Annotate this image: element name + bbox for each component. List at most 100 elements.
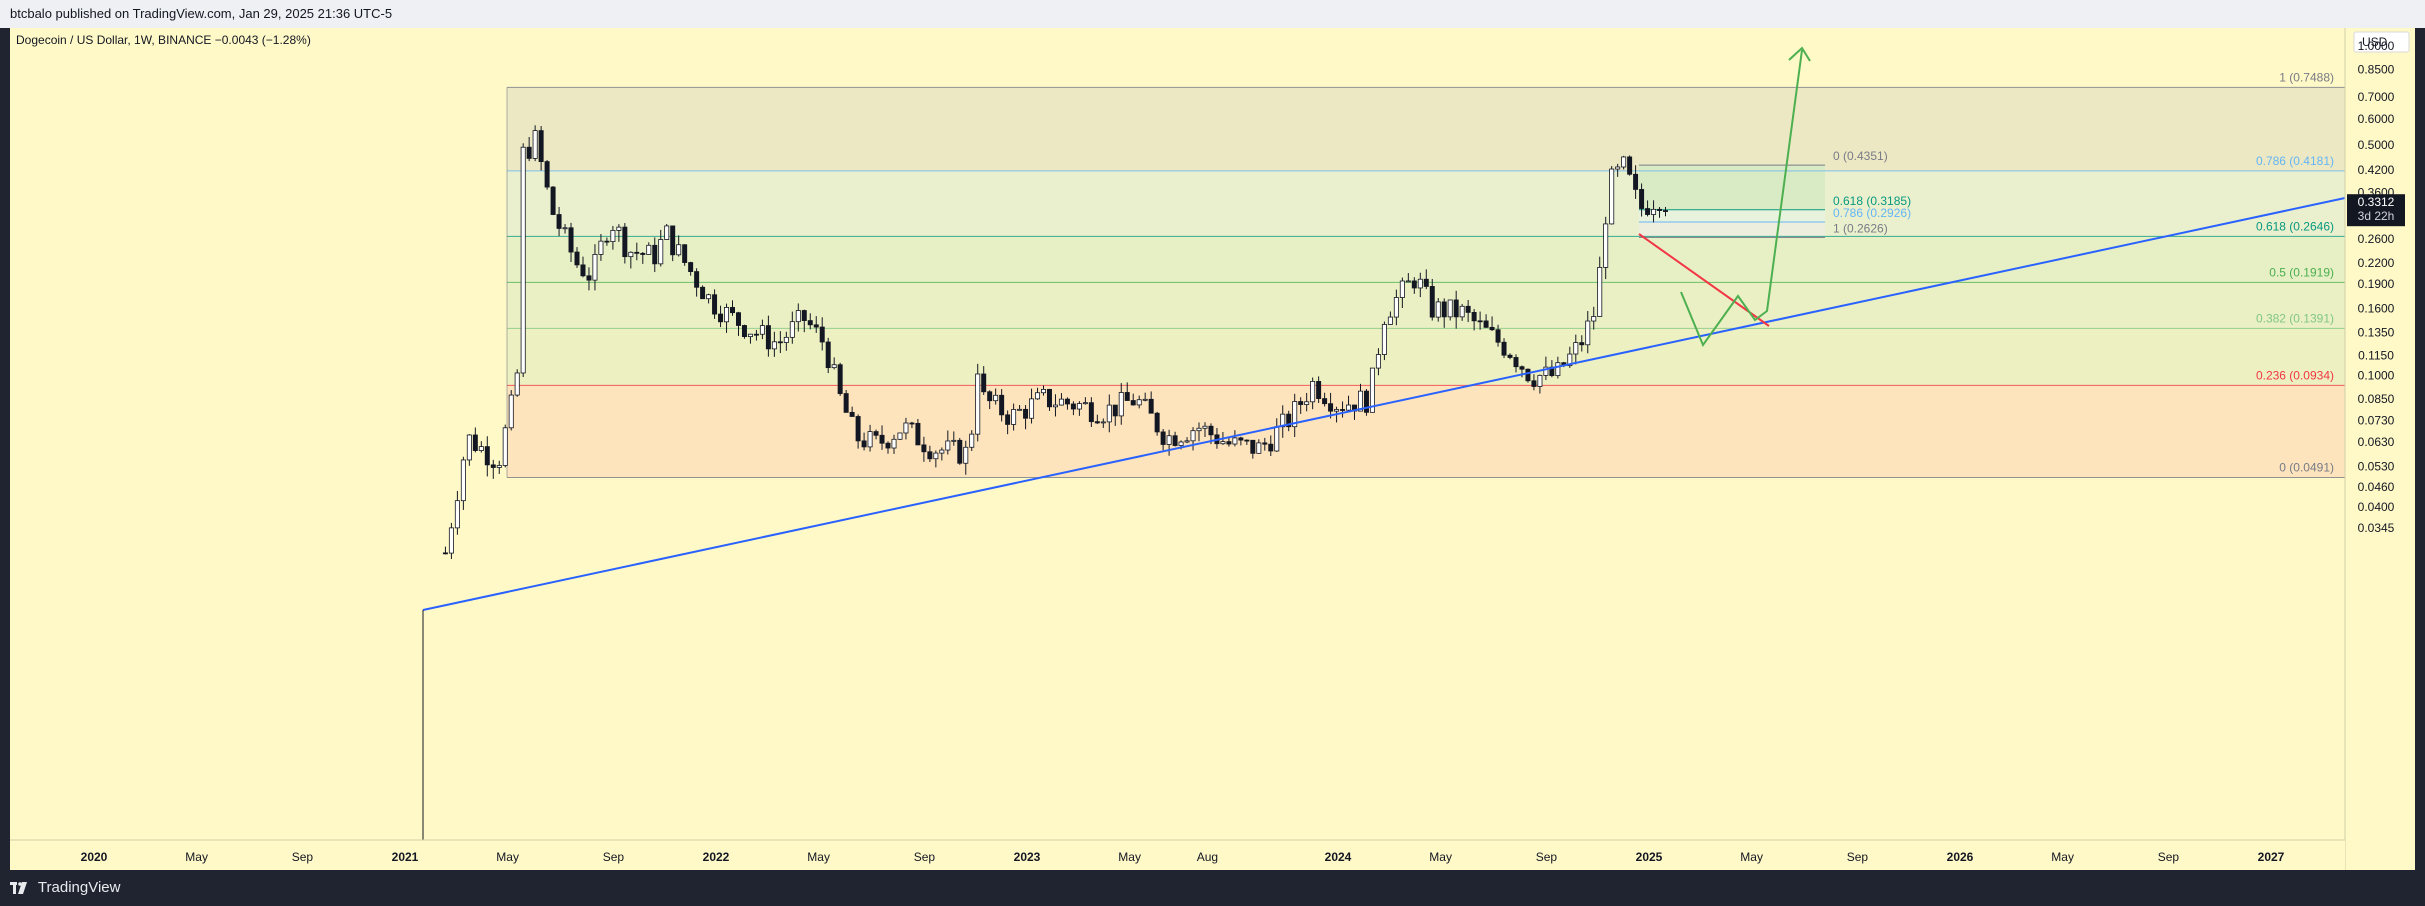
y-tick-label: 0.0850 xyxy=(2358,392,2395,406)
candle-body xyxy=(700,286,706,300)
candle-body xyxy=(520,146,526,374)
candle-body xyxy=(1645,208,1651,215)
candle-body xyxy=(861,440,867,448)
candle-body xyxy=(622,226,628,258)
x-tick-label: May xyxy=(1740,850,1763,864)
candle-body xyxy=(1555,362,1561,377)
candle-body xyxy=(628,251,634,258)
y-tick-label: 0.2600 xyxy=(2358,232,2395,246)
candle-body xyxy=(747,333,753,338)
last-price-tag: 0.3312 3d 22h xyxy=(2347,194,2405,227)
candle-body xyxy=(879,434,885,444)
y-tick-label: 0.1600 xyxy=(2358,301,2395,315)
last-price-value: 0.3312 xyxy=(2358,195,2395,209)
candle-body xyxy=(1304,401,1310,405)
fib-small-label: 1 (0.2626) xyxy=(1833,221,1888,235)
candle-body xyxy=(676,244,682,256)
candle-body xyxy=(1615,166,1621,170)
candle-body xyxy=(448,527,454,554)
candle-body xyxy=(718,313,724,323)
price-axis[interactable]: USD 1.0000 0.8500 0.7000 0.6000 0.5000 0.4200… xyxy=(2344,28,2415,870)
fib-zone xyxy=(507,328,2345,386)
x-tick-label: 2024 xyxy=(1325,850,1352,864)
candle-body xyxy=(1142,398,1148,401)
fib-level-label: 0.786 (0.4181) xyxy=(2256,154,2334,168)
time-axis[interactable]: 2020 May Sep 2021 May Sep 2022 May Sep 2023 May Aug… xyxy=(10,839,2345,870)
candle-body xyxy=(1393,297,1399,318)
candle-body xyxy=(1244,439,1250,442)
candle-body xyxy=(670,225,676,256)
candle-body xyxy=(1011,409,1017,425)
candle-body xyxy=(1459,305,1465,318)
candle-body xyxy=(807,320,813,326)
drawings xyxy=(422,46,2346,870)
candle-body xyxy=(843,393,849,413)
candle-body xyxy=(783,336,789,343)
candle-body xyxy=(712,294,718,315)
price-chart[interactable]: 1 (0.7488) 0.786 (0.4181) 0.618 (0.2646) 0.… xyxy=(10,28,2415,870)
candle-body xyxy=(610,230,616,243)
y-tick-label: 0.0530 xyxy=(2358,460,2395,474)
candle-body xyxy=(1651,208,1657,215)
chart-frame[interactable]: 1 (0.7488) 0.786 (0.4181) 0.618 (0.2646) 0.… xyxy=(10,28,2415,870)
candle-body xyxy=(1172,435,1178,446)
candle-body xyxy=(1501,341,1507,356)
candle-body xyxy=(682,244,688,263)
candle-body xyxy=(496,465,502,468)
candle-body xyxy=(999,394,1005,416)
x-tick-label: 2026 xyxy=(1947,850,1974,864)
candle-body xyxy=(1005,414,1011,425)
candle-body xyxy=(454,500,460,529)
projection-path xyxy=(1680,49,1803,348)
fib-level-label: 0.382 (0.1391) xyxy=(2256,311,2334,325)
fib-small-label: 0.618 (0.3185) xyxy=(1833,194,1911,208)
candle-body xyxy=(1334,409,1340,412)
candle-body xyxy=(1041,388,1047,394)
candle-body xyxy=(490,464,496,468)
x-tick-label: Sep xyxy=(1847,850,1869,864)
candle-body xyxy=(987,391,993,402)
fib-small-label: 0.786 (0.2926) xyxy=(1833,206,1911,220)
candle-body xyxy=(867,431,873,448)
y-tick-label: 0.8500 xyxy=(2358,62,2395,76)
y-tick-label: 0.5000 xyxy=(2358,138,2395,152)
candle-body xyxy=(1346,404,1352,411)
candle-body xyxy=(1567,353,1573,367)
candle-body xyxy=(951,439,957,442)
candle-body xyxy=(963,446,969,464)
candle-body xyxy=(1274,426,1280,452)
candle-body xyxy=(897,432,903,440)
candle-body xyxy=(1112,404,1118,417)
candle-body xyxy=(1023,408,1029,419)
candle-body xyxy=(1029,398,1035,419)
candle-body xyxy=(1399,280,1405,298)
fib-labels: 1 (0.7488) 0.786 (0.4181) 0.618 (0.2646) 0.… xyxy=(1833,70,2334,474)
y-tick-label: 0.0400 xyxy=(2358,500,2395,514)
candle-body xyxy=(789,321,795,338)
candle-body xyxy=(813,324,819,328)
fib-level-label: 0.618 (0.2646) xyxy=(2256,219,2334,233)
candle-body xyxy=(1064,398,1070,405)
candle-body xyxy=(1196,427,1202,432)
candles xyxy=(442,125,1669,560)
candle-body xyxy=(1381,323,1387,355)
fib-level-label: 0.5 (0.1919) xyxy=(2269,265,2334,279)
candle-body xyxy=(1268,443,1274,452)
candle-body xyxy=(885,442,891,449)
candle-body xyxy=(1495,329,1501,343)
candle-body xyxy=(831,364,837,369)
candle-body xyxy=(616,226,622,231)
candle-body xyxy=(945,440,951,451)
tradingview-logo-icon xyxy=(10,882,27,895)
tradingview-brand[interactable]: TradingView xyxy=(10,878,120,898)
candle-body xyxy=(538,130,544,162)
candle-body xyxy=(1537,374,1543,387)
candle-body xyxy=(1262,442,1268,445)
fib-level-label: 1 (0.7488) xyxy=(2279,70,2334,84)
candle-body xyxy=(1286,413,1292,428)
currency-badge[interactable] xyxy=(2353,31,2410,53)
fib-small-label: 0 (0.4351) xyxy=(1833,149,1888,163)
candle-body xyxy=(652,244,658,265)
candle-body xyxy=(460,459,466,502)
x-tick-label: Sep xyxy=(1536,850,1558,864)
